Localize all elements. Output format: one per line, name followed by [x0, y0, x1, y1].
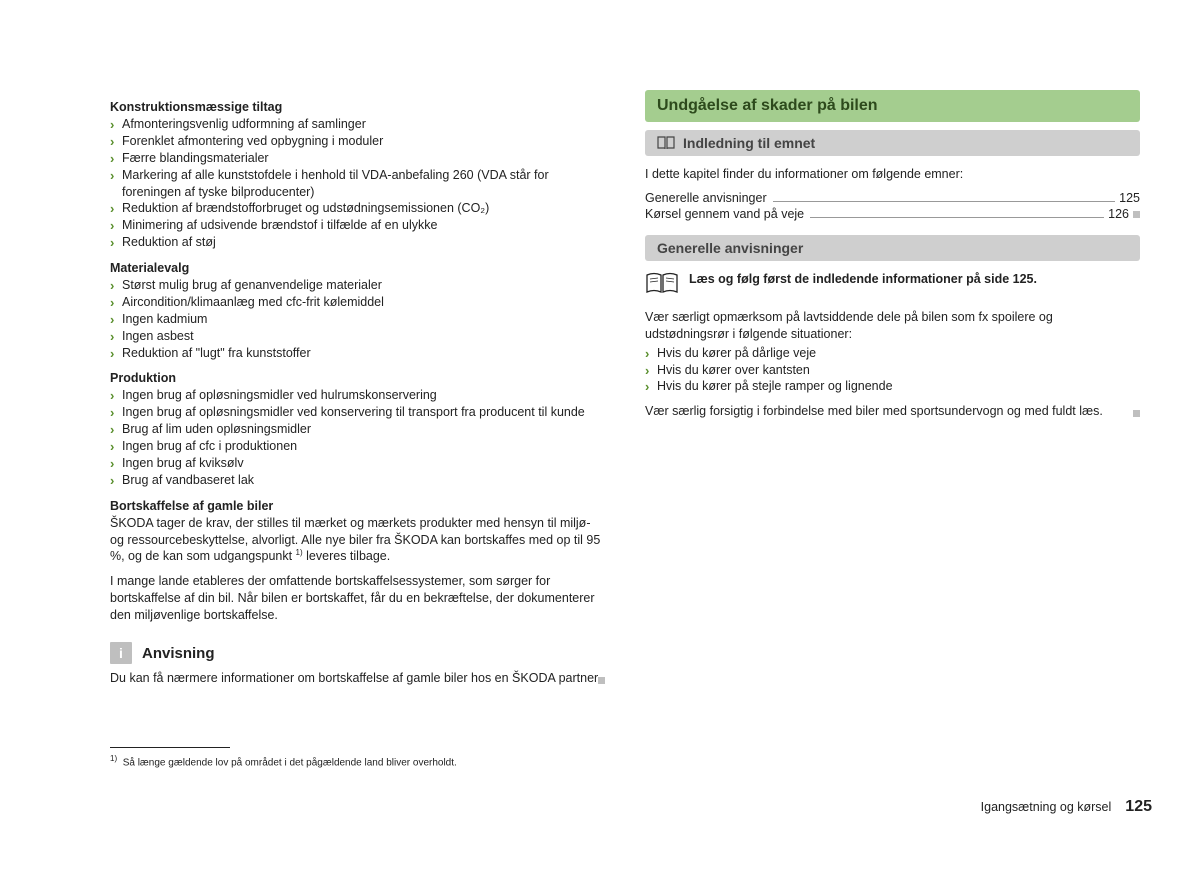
paragraph-bortskaffelse-1: ŠKODA tager de krav, der stilles til mær…	[110, 515, 605, 566]
book-icon	[657, 136, 675, 150]
footnote-text: Så længe gældende lov på området i det p…	[123, 757, 457, 768]
toc-label: Kørsel gennem vand på veje	[645, 207, 804, 221]
heading-konstruktion: Konstruktionsmæssige tiltag	[110, 100, 605, 114]
section-header-text: Generelle anvisninger	[657, 240, 803, 256]
list-item: Ingen brug af opløsningsmidler ved hulru…	[110, 387, 605, 404]
list-item: Ingen kadmium	[110, 311, 605, 328]
toc-leader	[773, 201, 1116, 202]
section-end-marker	[1133, 410, 1140, 417]
right-column: Undgåelse af skader på bilen Indledning …	[645, 90, 1140, 769]
note-header: i Anvisning	[110, 642, 605, 664]
list-item: Hvis du kører på dårlige veje	[645, 345, 1140, 362]
list-item: Færre blandingsmaterialer	[110, 150, 605, 167]
list-materialevalg: Størst mulig brug af genanvendelige mate…	[110, 277, 605, 361]
page-container: Konstruktionsmæssige tiltag Afmonterings…	[0, 0, 1200, 809]
note-body: Du kan få nærmere informationer om borts…	[110, 670, 605, 687]
list-produktion: Ingen brug af opløsningsmidler ved hulru…	[110, 387, 605, 488]
open-book-icon	[645, 272, 679, 297]
list-item: Afmonteringsvenlig udformning af samling…	[110, 116, 605, 133]
footnote-ref: 1)	[296, 548, 303, 557]
footnote: 1) Så længe gældende lov på området i de…	[110, 754, 605, 769]
read-first-text: Læs og følg først de indledende informat…	[689, 271, 1037, 288]
chapter-title: Undgåelse af skader på bilen	[645, 90, 1140, 122]
list-item: Ingen asbest	[110, 328, 605, 345]
page-footer: Igangsætning og kørsel 125	[981, 798, 1152, 816]
section-end-marker	[1133, 211, 1140, 218]
footer-section: Igangsætning og kørsel	[981, 800, 1112, 814]
note-text: Du kan få nærmere informationer om borts…	[110, 671, 601, 685]
list-item: Størst mulig brug af genanvendelige mate…	[110, 277, 605, 294]
toc-label: Generelle anvisninger	[645, 191, 767, 205]
heading-materialevalg: Materialevalg	[110, 261, 605, 275]
section-header-general: Generelle anvisninger	[645, 235, 1140, 261]
info-icon: i	[110, 642, 132, 664]
footnote-marker: 1)	[110, 754, 117, 763]
toc-leader	[810, 217, 1104, 218]
list-item: Brug af lim uden opløsningsmidler	[110, 421, 605, 438]
intro-text: I dette kapitel finder du informationer …	[645, 166, 1140, 183]
toc-page: 126	[1108, 207, 1129, 221]
footnote-separator	[110, 747, 230, 748]
heading-bortskaffelse: Bortskaffelse af gamle biler	[110, 499, 605, 513]
list-situations: Hvis du kører på dårlige veje Hvis du kø…	[645, 345, 1140, 396]
list-item: Aircondition/klimaanlæg med cfc-frit køl…	[110, 294, 605, 311]
list-item: Brug af vandbaseret lak	[110, 472, 605, 489]
toc-page: 125	[1119, 191, 1140, 205]
paragraph-bortskaffelse-2: I mange lande etableres der omfattende b…	[110, 573, 605, 624]
caution-text: Vær særlig forsigtig i forbindelse med b…	[645, 404, 1103, 418]
list-item: Forenklet afmontering ved opbygning i mo…	[110, 133, 605, 150]
toc-row: Generelle anvisninger 125	[645, 191, 1140, 205]
list-item: Minimering af udsivende brændstof i tilf…	[110, 217, 605, 234]
section-end-marker	[598, 677, 605, 684]
list-item: Markering af alle kunststofdele i henhol…	[110, 167, 605, 201]
note-title: Anvisning	[142, 645, 215, 662]
list-item: Ingen brug af opløsningsmidler ved konse…	[110, 404, 605, 421]
text-part: leveres tilbage.	[303, 550, 391, 564]
left-column: Konstruktionsmæssige tiltag Afmonterings…	[110, 90, 605, 769]
paragraph-attention: Vær særligt opmærksom på lavtsiddende de…	[645, 309, 1140, 343]
list-item: Reduktion af "lugt" fra kunststoffer	[110, 345, 605, 362]
heading-produktion: Produktion	[110, 371, 605, 385]
section-header-intro: Indledning til emnet	[645, 130, 1140, 156]
list-item: Hvis du kører over kantsten	[645, 362, 1140, 379]
footer-page-number: 125	[1125, 798, 1152, 816]
read-first-row: Læs og følg først de indledende informat…	[645, 271, 1140, 297]
list-konstruktion: Afmonteringsvenlig udformning af samling…	[110, 116, 605, 251]
toc-row: Kørsel gennem vand på veje 126	[645, 207, 1140, 221]
list-item: Reduktion af brændstofforbruget og udstø…	[110, 200, 605, 217]
section-header-text: Indledning til emnet	[683, 135, 815, 151]
list-item: Ingen brug af cfc i produktionen	[110, 438, 605, 455]
list-item: Hvis du kører på stejle ramper og lignen…	[645, 378, 1140, 395]
list-item: Ingen brug af kviksølv	[110, 455, 605, 472]
paragraph-caution: Vær særlig forsigtig i forbindelse med b…	[645, 403, 1140, 420]
list-item: Reduktion af støj	[110, 234, 605, 251]
